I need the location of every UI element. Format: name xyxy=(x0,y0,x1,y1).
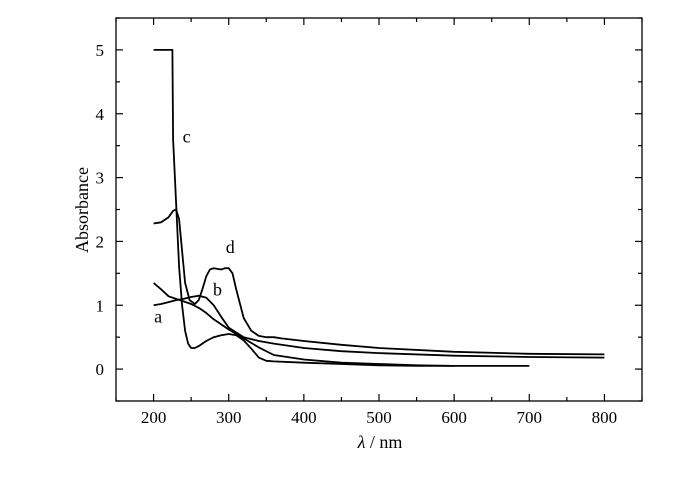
curve-a xyxy=(153,282,530,367)
x-axis-unit: / nm xyxy=(365,432,402,452)
x-tick-label: 500 xyxy=(366,408,392,427)
x-axis-symbol: λ xyxy=(357,432,366,452)
curve-d xyxy=(153,208,605,356)
curve-label-c: c xyxy=(183,126,191,146)
curve-labels: a b c d xyxy=(154,126,235,326)
x-tick-label: 400 xyxy=(291,408,317,427)
x-tick-label: 700 xyxy=(517,408,543,427)
curve-label-a: a xyxy=(154,306,162,326)
x-tick-label: 200 xyxy=(141,408,167,427)
tick-labels: 200 300 400 500 600 700 800 0 1 2 3 4 5 xyxy=(96,41,618,427)
x-tick-label: 600 xyxy=(441,408,467,427)
axis-ticks xyxy=(115,17,643,402)
curve-label-d: d xyxy=(226,237,235,257)
y-tick-label: 3 xyxy=(96,169,105,188)
curve-c xyxy=(153,49,455,367)
plot-frame xyxy=(115,17,643,402)
curves xyxy=(153,49,605,367)
x-tick-label: 300 xyxy=(216,408,242,427)
y-tick-label: 0 xyxy=(96,360,105,379)
y-tick-label: 5 xyxy=(96,41,105,60)
y-axis-label: Absorbance xyxy=(72,167,92,253)
y-tick-label: 1 xyxy=(96,296,105,315)
curve-label-b: b xyxy=(213,280,222,300)
curve-b xyxy=(153,294,605,359)
x-axis-label: λ / nm xyxy=(357,432,403,452)
x-tick-label: 800 xyxy=(592,408,618,427)
y-tick-label: 2 xyxy=(96,232,105,251)
y-tick-label: 4 xyxy=(96,105,105,124)
